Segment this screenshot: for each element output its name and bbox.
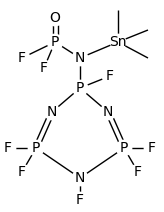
Text: F: F	[40, 61, 48, 75]
Circle shape	[28, 140, 44, 156]
Text: N: N	[103, 105, 113, 119]
Circle shape	[0, 140, 16, 156]
Text: P: P	[51, 35, 59, 49]
Text: P: P	[76, 81, 84, 95]
Circle shape	[44, 104, 60, 120]
Text: F: F	[76, 193, 84, 207]
Text: O: O	[50, 11, 61, 25]
Circle shape	[130, 164, 146, 180]
Text: N: N	[47, 105, 57, 119]
Circle shape	[14, 164, 30, 180]
Circle shape	[72, 170, 88, 186]
Circle shape	[72, 192, 88, 208]
Circle shape	[36, 60, 52, 76]
Circle shape	[110, 34, 126, 50]
Text: F: F	[134, 165, 142, 179]
Circle shape	[116, 140, 132, 156]
Circle shape	[72, 50, 88, 66]
Text: F: F	[106, 69, 114, 83]
Circle shape	[47, 34, 63, 50]
Circle shape	[144, 140, 160, 156]
Circle shape	[14, 50, 30, 66]
Text: F: F	[148, 141, 156, 155]
Text: F: F	[4, 141, 12, 155]
Circle shape	[100, 104, 116, 120]
Text: N: N	[75, 171, 85, 185]
Text: P: P	[32, 141, 40, 155]
Text: F: F	[18, 165, 26, 179]
Text: Sn: Sn	[109, 35, 127, 49]
Text: N: N	[75, 51, 85, 65]
Text: F: F	[18, 51, 26, 65]
Circle shape	[47, 10, 63, 26]
Text: P: P	[120, 141, 128, 155]
Circle shape	[72, 80, 88, 96]
Circle shape	[102, 68, 118, 84]
